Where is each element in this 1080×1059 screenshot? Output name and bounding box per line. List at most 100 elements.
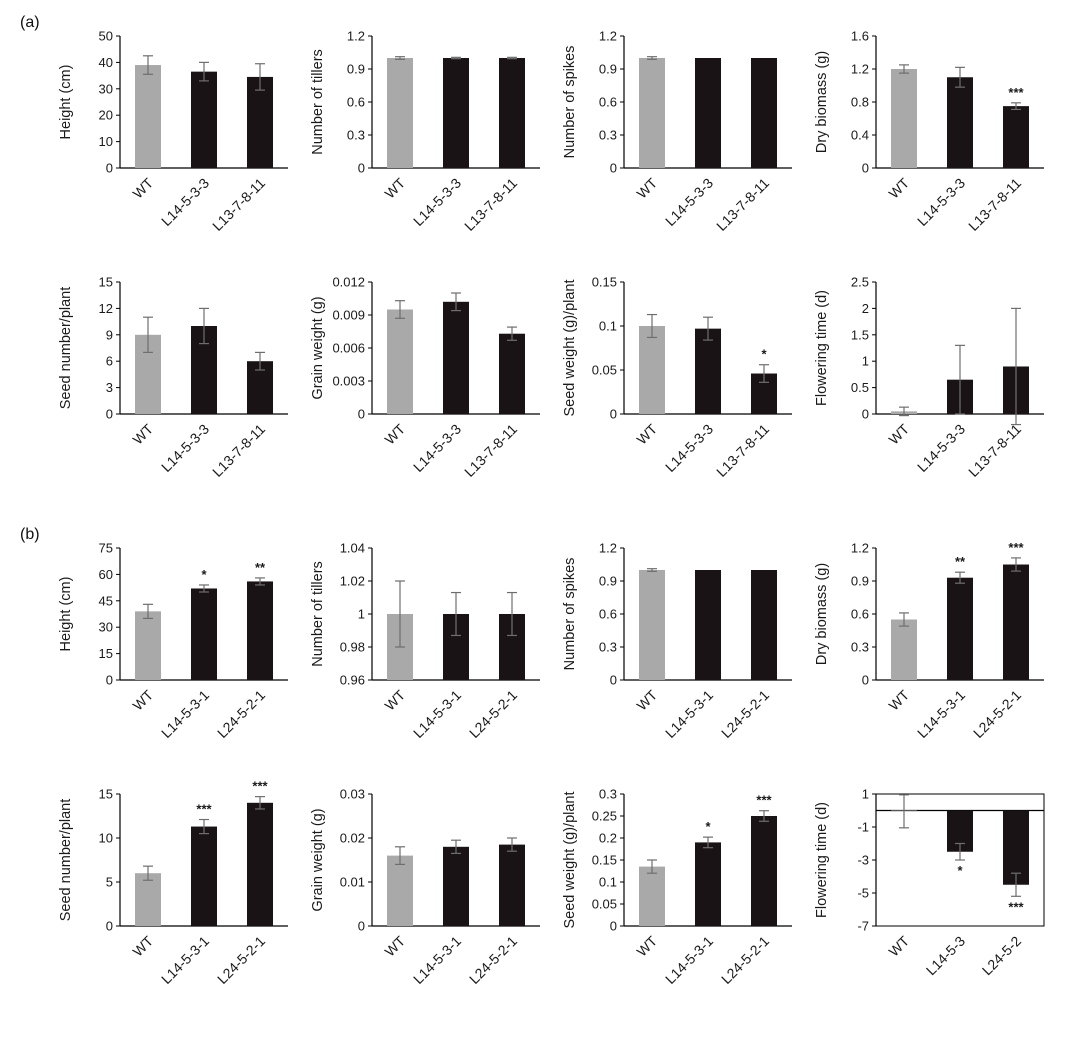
bar-l14-5-3-1 [191, 826, 217, 926]
x-tick-label: L13-7-8-11 [461, 421, 520, 480]
x-tick-label: L13-7-8-11 [965, 175, 1024, 234]
y-tick-label: 1.5 [851, 327, 869, 342]
y-tick-label: 0.3 [599, 640, 617, 655]
y-tick-label: -1 [857, 820, 869, 835]
y-tick-label: 0.012 [332, 275, 365, 290]
y-tick-label: 0.01 [340, 875, 365, 890]
y-tick-label: 1.2 [347, 29, 365, 44]
panel-a-charts-grid: 0 10 20 30 40 50 Height (cm) WT L14-5-3-3 L13-7-8… [56, 22, 1076, 514]
bar-l24-5-2 [1003, 810, 1029, 885]
bar-l14-5-3-3 [947, 77, 973, 168]
y-tick-label: 0 [610, 161, 617, 176]
y-tick-label: 0 [610, 919, 617, 934]
x-tick-label: WT [633, 686, 660, 713]
x-tick-label: L14-5-3-3 [914, 175, 968, 229]
bar-l14-5-3-1 [443, 846, 469, 926]
x-tick-label: L24-5-2-1 [970, 687, 1024, 741]
x-tick-label: L13-7-8-11 [965, 421, 1024, 480]
bar-l14-5-3-3 [443, 301, 469, 414]
y-tick-label: 1.2 [851, 541, 869, 556]
y-tick-label: 0.25 [592, 809, 617, 824]
x-tick-label: L24-5-2 [979, 933, 1025, 979]
chart-b-number-of-tillers: 0.96 0.98 1 1.02 1.04 Number of tillers WT L14-… [308, 534, 560, 780]
x-tick-label: WT [885, 174, 912, 201]
bar-chart-svg: 0 10 20 30 40 50 Height (cm) WT L14-5-3-3L13-7-8… [58, 29, 288, 234]
y-tick-label: 10 [99, 831, 113, 846]
bar-wt [639, 866, 665, 926]
bar-wt [639, 58, 665, 168]
y-tick-label: 0 [610, 407, 617, 422]
significance-label: ** [955, 554, 966, 569]
y-tick-label: 1.02 [340, 574, 365, 589]
y-tick-label: 1.04 [340, 541, 365, 556]
chart-a-number-of-tillers: 0 0.3 0.6 0.9 1.2 Number of tillers WT L14-5-3-… [308, 22, 560, 268]
bar-chart-svg: 0 3 6 9 12 15 Seed number/plant WT L14-5-3-3L13-… [58, 275, 288, 480]
chart-a-seed-number-plant: 0 3 6 9 12 15 Seed number/plant WT L14-5-3-3 L13-… [56, 268, 308, 514]
y-tick-label: 0.3 [851, 640, 869, 655]
chart-a-seed-weight-g-plant: 0 0.05 0.1 0.15 Seed weight (g)/plant WT L14-5… [560, 268, 812, 514]
x-tick-label: WT [129, 420, 156, 447]
y-tick-label: 0.03 [340, 787, 365, 802]
y-tick-label: 0.6 [851, 607, 869, 622]
y-tick-label: 0 [358, 161, 365, 176]
y-tick-label: 15 [99, 787, 113, 802]
y-tick-label: 1.6 [851, 29, 869, 44]
bar-chart-svg: 0 0.01 0.02 0.03 Grain weight (g) WT L14-5-3-1… [310, 787, 540, 987]
y-tick-label: 5 [106, 875, 113, 890]
x-tick-label: WT [885, 686, 912, 713]
y-tick-label: 0.9 [347, 62, 365, 77]
y-tick-label: 0.6 [599, 607, 617, 622]
y-tick-label: 0.5 [851, 380, 869, 395]
y-tick-label: 30 [99, 620, 113, 635]
x-tick-label: L13-7-8-11 [461, 175, 520, 234]
y-tick-label: 45 [99, 593, 113, 608]
y-tick-label: 30 [99, 81, 113, 96]
chart-b-seed-weight-g-plant: 0 0.05 0.1 0.15 0.2 0.25 0.3 Seed weight (g)/pl… [560, 780, 812, 1026]
y-tick-label: 15 [99, 275, 113, 290]
bar-wt [387, 309, 413, 414]
y-axis-title: Grain weight (g) [310, 296, 326, 399]
x-tick-label: WT [129, 174, 156, 201]
x-tick-label: L24-5-2-1 [718, 933, 772, 987]
bar-l13-7-8-11 [499, 58, 525, 168]
significance-label: *** [196, 802, 212, 817]
y-tick-label: 0.4 [851, 128, 869, 143]
y-tick-label: 9 [106, 327, 113, 342]
y-axis-title: Number of spikes [562, 46, 578, 159]
y-tick-label: 2.5 [851, 275, 869, 290]
bar-l24-5-2-1 [751, 570, 777, 680]
bar-chart-svg: 1 -1 -3 -5 -7 Flowering time (d) WT * L14-5-3 ***… [814, 787, 1045, 979]
x-tick-label: L13-7-8-11 [209, 421, 268, 480]
y-tick-label: 50 [99, 29, 113, 44]
x-tick-label: L24-5-2-1 [718, 687, 772, 741]
y-tick-label: 0.009 [332, 308, 365, 323]
chart-a-dry-biomass-g: 0 0.4 0.8 1.2 1.6 Dry biomass (g) WT L14-5-3-3 *… [812, 22, 1064, 268]
chart-a-height-cm: 0 10 20 30 40 50 Height (cm) WT L14-5-3-3 L13-7-8… [56, 22, 308, 268]
bar-wt [891, 619, 917, 680]
bar-l14-5-3-1 [947, 577, 973, 680]
y-tick-label: 0.98 [340, 640, 365, 655]
x-tick-label: L24-5-2-1 [214, 687, 268, 741]
y-axis-title: Seed weight (g)/plant [562, 279, 578, 416]
y-tick-label: 0 [862, 161, 869, 176]
significance-label: * [705, 819, 711, 834]
y-tick-label: 75 [99, 541, 113, 556]
x-tick-label: WT [381, 420, 408, 447]
significance-label: *** [1008, 540, 1024, 555]
bar-l14-5-3-1 [695, 570, 721, 680]
bar-l24-5-2-1 [1003, 564, 1029, 680]
y-tick-label: 20 [99, 108, 113, 123]
bar-chart-svg: 0.96 0.98 1 1.02 1.04 Number of tillers WT L14-… [310, 541, 540, 741]
y-tick-label: 0.02 [340, 831, 365, 846]
y-tick-label: 40 [99, 55, 113, 70]
y-tick-label: 0.9 [851, 574, 869, 589]
y-tick-label: 0.1 [599, 319, 617, 334]
x-tick-label: WT [885, 932, 912, 959]
significance-label: ** [255, 560, 266, 575]
y-tick-label: 12 [99, 301, 113, 316]
significance-label: *** [252, 780, 268, 794]
y-axis-title: Number of spikes [562, 558, 578, 671]
chart-b-height-cm: 0 15 30 45 60 75 Height (cm) WT * L14-5-3-1 ** L24-… [56, 534, 308, 780]
